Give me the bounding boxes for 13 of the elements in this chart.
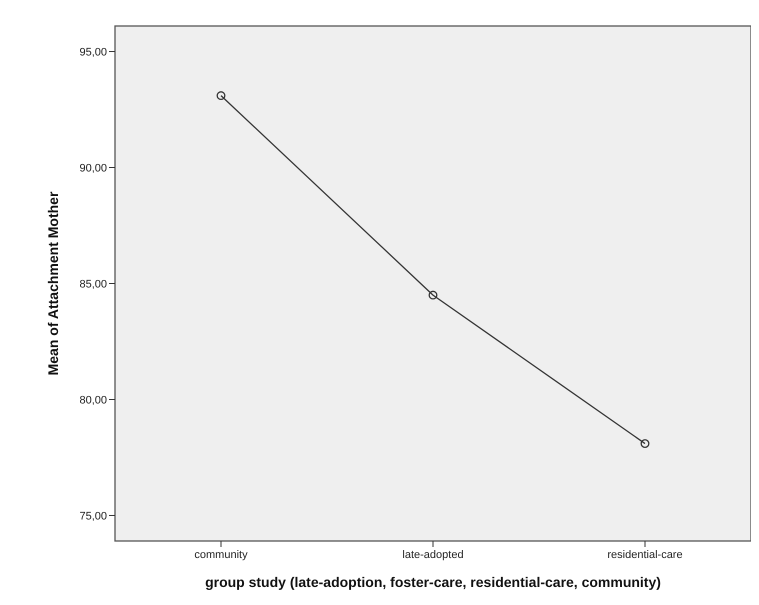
y-tick-label: 90,00: [79, 162, 107, 174]
point: [216, 91, 226, 100]
y-axis-title: Mean of Attachment Mother: [45, 191, 61, 376]
y-tick-label: 80,00: [79, 394, 107, 406]
x-tick-label: late-adopted: [402, 549, 464, 561]
y-tick-label: 75,00: [79, 510, 107, 522]
x-axis-title: group study (late-adoption, foster-care, residential-care, community): [205, 574, 661, 590]
x-tick-label: community: [194, 549, 248, 561]
y-tick-label: 85,00: [79, 278, 107, 290]
point: [640, 439, 650, 448]
y-tick-label: 95,00: [79, 46, 107, 58]
x-tick-label: residential-care: [607, 549, 683, 561]
point: [428, 290, 438, 300]
